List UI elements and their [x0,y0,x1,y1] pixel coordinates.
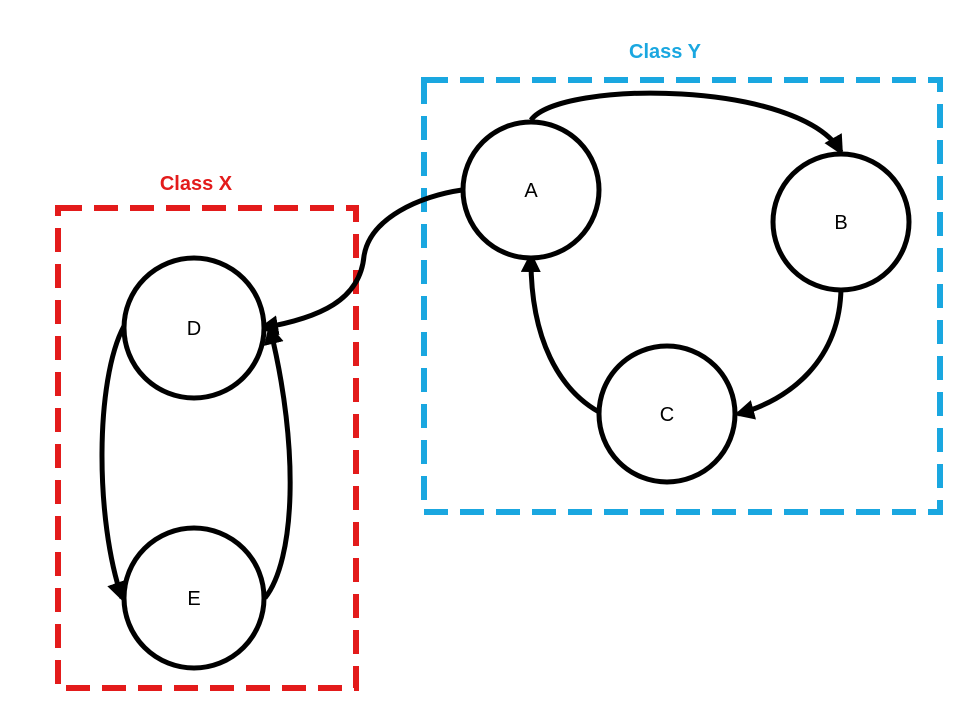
node-c-label: C [660,404,674,426]
edge-d-to-e [99,324,127,602]
edge-c-to-a [520,252,601,415]
edge-a-to-d [258,187,463,336]
node-c [596,343,738,485]
class-x-box [55,205,359,691]
node-b-label: B [834,212,847,234]
node-a [460,119,602,261]
class-x-label: Class X [160,173,233,195]
node-a-label: A [524,180,538,202]
class-y-box [421,77,943,515]
node-b [770,151,912,293]
node-d-label: D [187,318,201,340]
edge-e-to-d [263,324,293,600]
node-d [121,255,267,401]
node-e-label: E [187,588,200,610]
class-y-label: Class Y [629,41,702,63]
edge-b-to-c [734,287,844,420]
node-e [121,525,267,671]
edge-a-to-b [528,90,844,156]
